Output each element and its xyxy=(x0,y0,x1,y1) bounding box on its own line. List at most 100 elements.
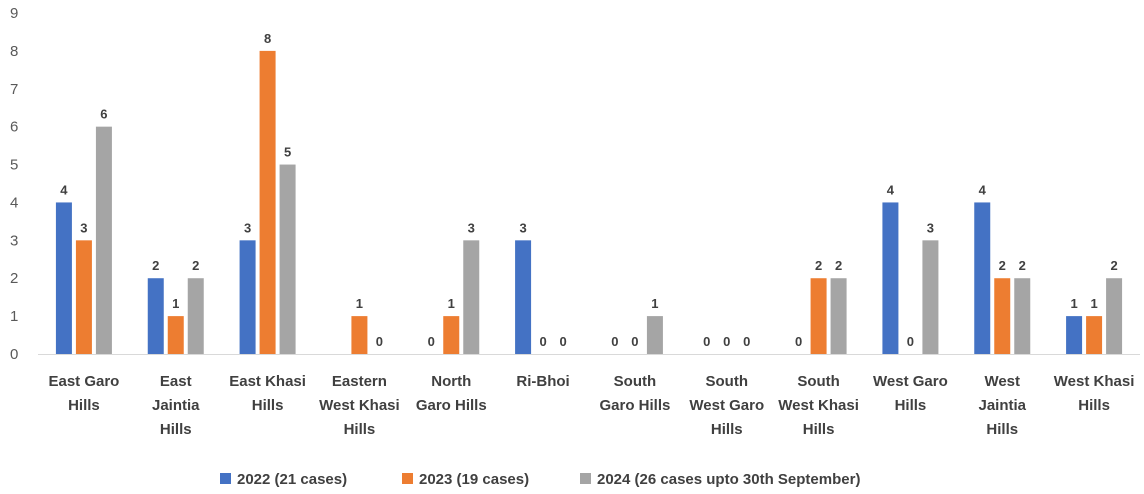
data-label: 2 xyxy=(999,258,1006,273)
data-label: 2 xyxy=(835,258,842,273)
data-label: 0 xyxy=(743,334,750,349)
x-tick-label: Hills xyxy=(895,397,927,414)
legend-swatch xyxy=(220,473,231,484)
bar-series-0-cat-11 xyxy=(1066,316,1083,354)
legend-label: 2024 (26 cases upto 30th September) xyxy=(597,471,860,488)
x-tick-label: West Khasi xyxy=(778,397,859,414)
bar-series-2-cat-11 xyxy=(1106,278,1123,354)
x-tick-label: South xyxy=(614,373,657,390)
bar-series-0-cat-0 xyxy=(55,202,72,354)
data-label: 0 xyxy=(428,334,435,349)
legend-label: 2022 (21 cases) xyxy=(237,471,347,488)
y-tick-label: 2 xyxy=(10,270,18,287)
bar-series-1-cat-2 xyxy=(259,50,276,355)
legend-swatch xyxy=(580,473,591,484)
bar-series-2-cat-1 xyxy=(187,278,204,354)
bar-series-0-cat-1 xyxy=(147,278,164,354)
y-tick-label: 8 xyxy=(10,43,18,60)
data-label: 3 xyxy=(927,220,934,235)
data-label: 3 xyxy=(244,220,251,235)
bar-series-0-cat-9 xyxy=(882,202,899,354)
x-tick-label: Garo Hills xyxy=(416,397,487,414)
x-tick-label: Hills xyxy=(160,421,192,438)
x-tick-label: West Khasi xyxy=(1054,373,1135,390)
x-tick-label: Jaintia xyxy=(978,397,1026,414)
x-tick-label: Hills xyxy=(803,421,835,438)
data-label: 6 xyxy=(100,107,107,122)
y-tick-label: 7 xyxy=(10,81,18,98)
bar-series-0-cat-5 xyxy=(515,240,532,354)
x-tick-label: West Khasi xyxy=(319,397,400,414)
legend-swatch xyxy=(402,473,413,484)
data-label: 1 xyxy=(1090,296,1097,311)
x-tick-label: West Garo xyxy=(873,373,948,390)
data-label: 3 xyxy=(468,220,475,235)
x-tick-label: Eastern xyxy=(332,373,387,390)
legend-label: 2023 (19 cases) xyxy=(419,471,529,488)
data-label: 3 xyxy=(519,220,526,235)
data-label: 0 xyxy=(559,334,566,349)
y-tick-label: 1 xyxy=(10,308,18,325)
bar-series-2-cat-2 xyxy=(279,164,296,354)
data-label: 1 xyxy=(448,296,455,311)
x-tick-label: East Khasi xyxy=(229,373,306,390)
data-label: 1 xyxy=(172,296,179,311)
bar-series-2-cat-8 xyxy=(830,278,847,354)
bar-series-2-cat-6 xyxy=(646,316,663,354)
x-tick-label: Hills xyxy=(344,421,376,438)
data-label: 0 xyxy=(907,334,914,349)
bar-series-1-cat-1 xyxy=(167,316,184,354)
x-tick-label: Hills xyxy=(711,421,743,438)
bar-series-1-cat-0 xyxy=(75,240,92,354)
data-label: 0 xyxy=(539,334,546,349)
x-tick-label: Hills xyxy=(252,397,284,414)
data-label: 0 xyxy=(795,334,802,349)
data-label: 2 xyxy=(192,258,199,273)
data-label: 0 xyxy=(611,334,618,349)
bar-series-0-cat-10 xyxy=(974,202,991,354)
data-label: 4 xyxy=(979,182,987,197)
data-label: 0 xyxy=(376,334,383,349)
bar-series-0-cat-2 xyxy=(239,240,256,354)
data-label: 2 xyxy=(1019,258,1026,273)
x-tick-label: South xyxy=(706,373,749,390)
bar-series-1-cat-11 xyxy=(1086,316,1103,354)
y-tick-label: 9 xyxy=(10,5,18,22)
bar-series-1-cat-10 xyxy=(994,278,1011,354)
data-label: 8 xyxy=(264,31,271,46)
y-tick-label: 6 xyxy=(10,119,18,136)
x-tick-label: West xyxy=(984,373,1020,390)
data-label: 4 xyxy=(887,182,895,197)
data-label: 5 xyxy=(284,145,291,160)
bar-series-1-cat-4 xyxy=(443,316,460,354)
y-tick-label: 5 xyxy=(10,157,18,174)
data-label: 2 xyxy=(1110,258,1117,273)
bar-series-2-cat-10 xyxy=(1014,278,1031,354)
x-tick-label: Garo Hills xyxy=(599,397,670,414)
bar-series-1-cat-3 xyxy=(351,316,368,354)
y-tick-label: 3 xyxy=(10,232,18,249)
data-label: 0 xyxy=(631,334,638,349)
bar-series-2-cat-4 xyxy=(463,240,480,354)
x-tick-label: South xyxy=(797,373,840,390)
data-label: 1 xyxy=(356,296,363,311)
bar-series-1-cat-8 xyxy=(810,278,827,354)
bar-series-2-cat-9 xyxy=(922,240,939,354)
data-label: 1 xyxy=(651,296,658,311)
data-label: 4 xyxy=(60,182,68,197)
x-tick-label: Hills xyxy=(68,397,100,414)
legend: 2022 (21 cases) 2023 (19 cases) 2024 (26 c… xyxy=(220,471,860,488)
x-tick-label: Jaintia xyxy=(152,397,200,414)
x-tick-label: Hills xyxy=(1078,397,1110,414)
y-tick-label: 4 xyxy=(10,194,18,211)
x-tick-label: North xyxy=(431,373,471,390)
y-tick-label: 0 xyxy=(10,346,18,363)
y-axis: 0 1 2 3 4 5 6 7 8 9 xyxy=(10,5,18,363)
bars xyxy=(55,50,1123,355)
data-label: 3 xyxy=(80,220,87,235)
x-axis: East Garo Hills East Jaintia Hills East Khasi… xyxy=(48,373,1134,438)
x-tick-label: East xyxy=(160,373,192,390)
data-label: 1 xyxy=(1070,296,1077,311)
